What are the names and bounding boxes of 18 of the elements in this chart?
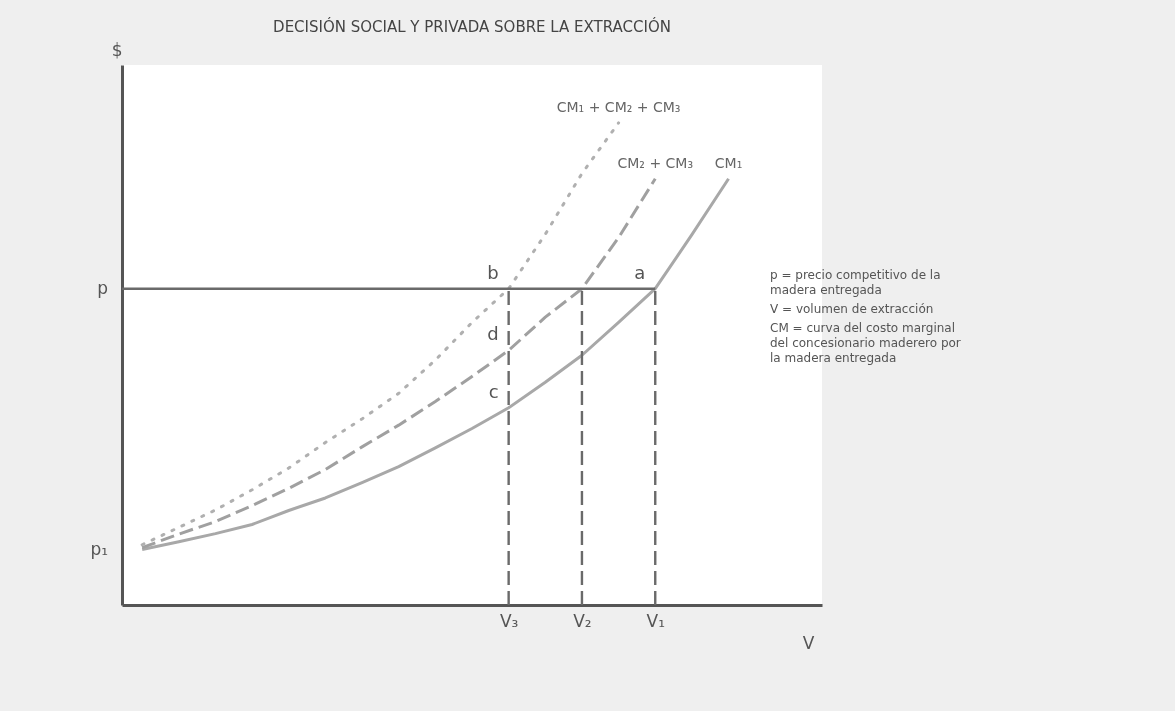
series-label: CM₁ + CM₂ + CM₃ xyxy=(556,98,681,115)
annotation: a xyxy=(634,261,646,283)
chart-title: DECISIÓN SOCIAL Y PRIVADA SOBRE LA EXTRACCIÓN xyxy=(273,17,671,36)
y-axis-title: $ xyxy=(111,39,123,60)
x-tick-label: V₃ xyxy=(499,610,519,631)
series-label: CM₁ xyxy=(714,154,743,171)
text: p₁ xyxy=(90,538,108,559)
x-tick-label: V₂ xyxy=(573,610,592,631)
annotation: d xyxy=(487,323,499,345)
ref-line-label: p xyxy=(97,277,108,298)
annotation: V = volumen de extracción xyxy=(770,302,934,316)
x-tick-label: V₁ xyxy=(646,610,665,631)
x-axis-title: V xyxy=(802,632,815,653)
series-label: CM₂ + CM₃ xyxy=(617,154,694,171)
annotation: CM = curva del costo marginal del concesionario maderero por la madera entregada xyxy=(770,321,961,365)
annotation: b xyxy=(487,261,499,283)
annotation: c xyxy=(488,380,499,402)
annotation: p = precio competitivo de la madera entregada xyxy=(770,268,941,297)
